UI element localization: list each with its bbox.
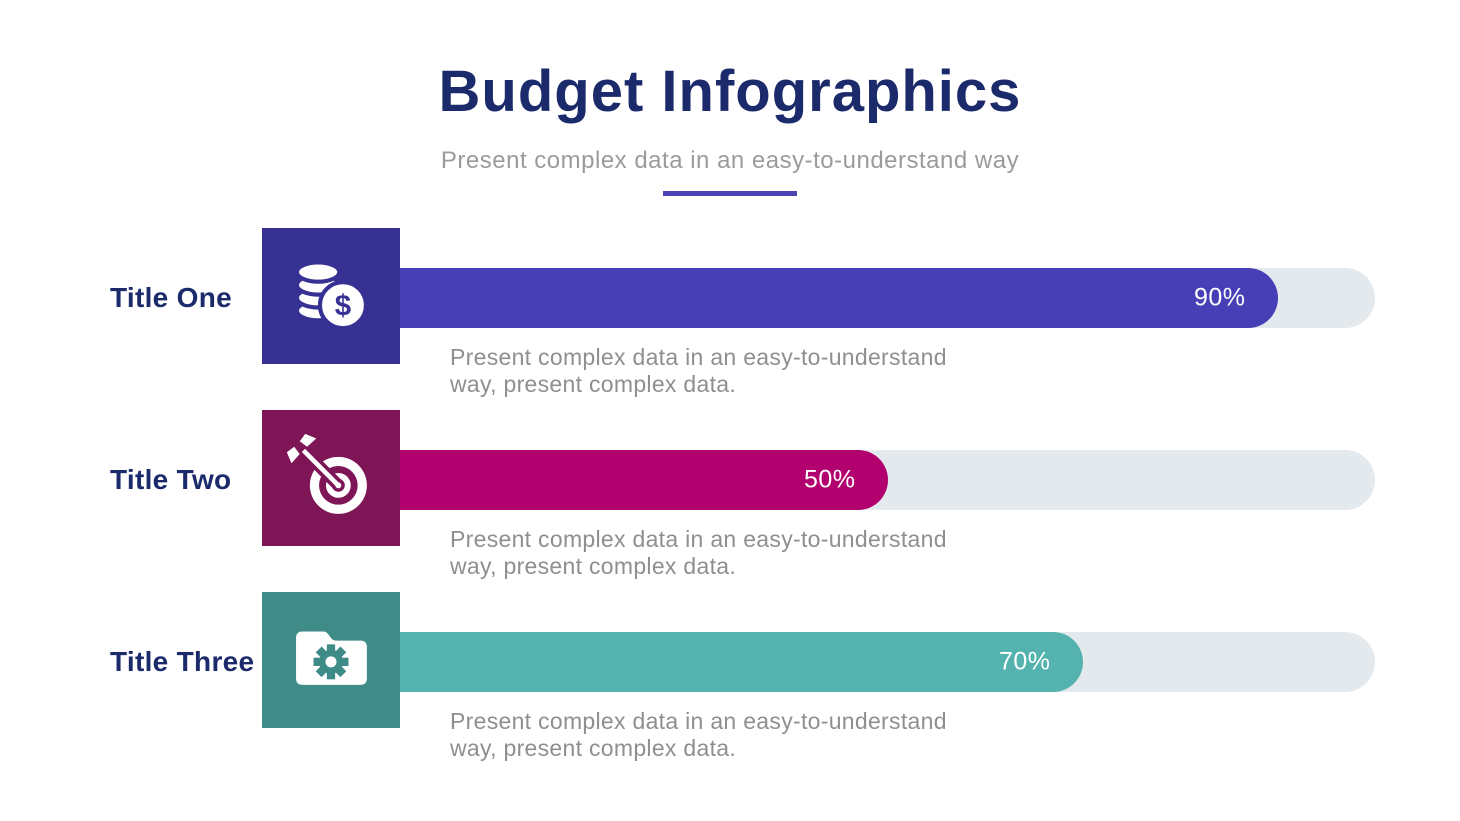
progress-fill: 50%: [400, 450, 888, 510]
icon-tile: $: [262, 228, 400, 364]
progress-track: 70%: [400, 632, 1375, 692]
folder-gear-icon: [296, 631, 367, 685]
budget-row: Title One $ 90% Present complex data in …: [0, 228, 1460, 410]
row-title-label: Title Three: [110, 646, 255, 677]
svg-text:$: $: [335, 289, 351, 322]
budget-row: Title Two 50% Present complex data in an…: [0, 410, 1460, 592]
progress-fill: 90%: [400, 268, 1278, 328]
page-subtitle: Present complex data in an easy-to-under…: [440, 147, 1020, 174]
row-title-label: Title Two: [110, 464, 232, 495]
budget-row: Title Three 70% Present complex data in …: [0, 592, 1460, 774]
icon-tile: [262, 592, 400, 728]
row-description: Present complex data in an easy-to-under…: [450, 344, 947, 397]
progress-track: 90%: [400, 268, 1375, 328]
icon-tile: [262, 410, 400, 546]
progress-value-label: 70%: [998, 647, 1051, 676]
progress-value-label: 50%: [803, 465, 856, 494]
row-description: Present complex data in an easy-to-under…: [450, 708, 947, 761]
row-title-label: Title One: [110, 282, 232, 313]
progress-value-label: 90%: [1193, 283, 1246, 312]
title-divider: [663, 191, 797, 196]
row-description: Present complex data in an easy-to-under…: [450, 526, 947, 579]
page-title: Budget Infographics: [438, 59, 1022, 124]
coins-dollar-icon: $: [294, 260, 369, 331]
progress-track: 50%: [400, 450, 1375, 510]
target-dart-icon: [286, 433, 367, 514]
progress-fill: 70%: [400, 632, 1083, 692]
